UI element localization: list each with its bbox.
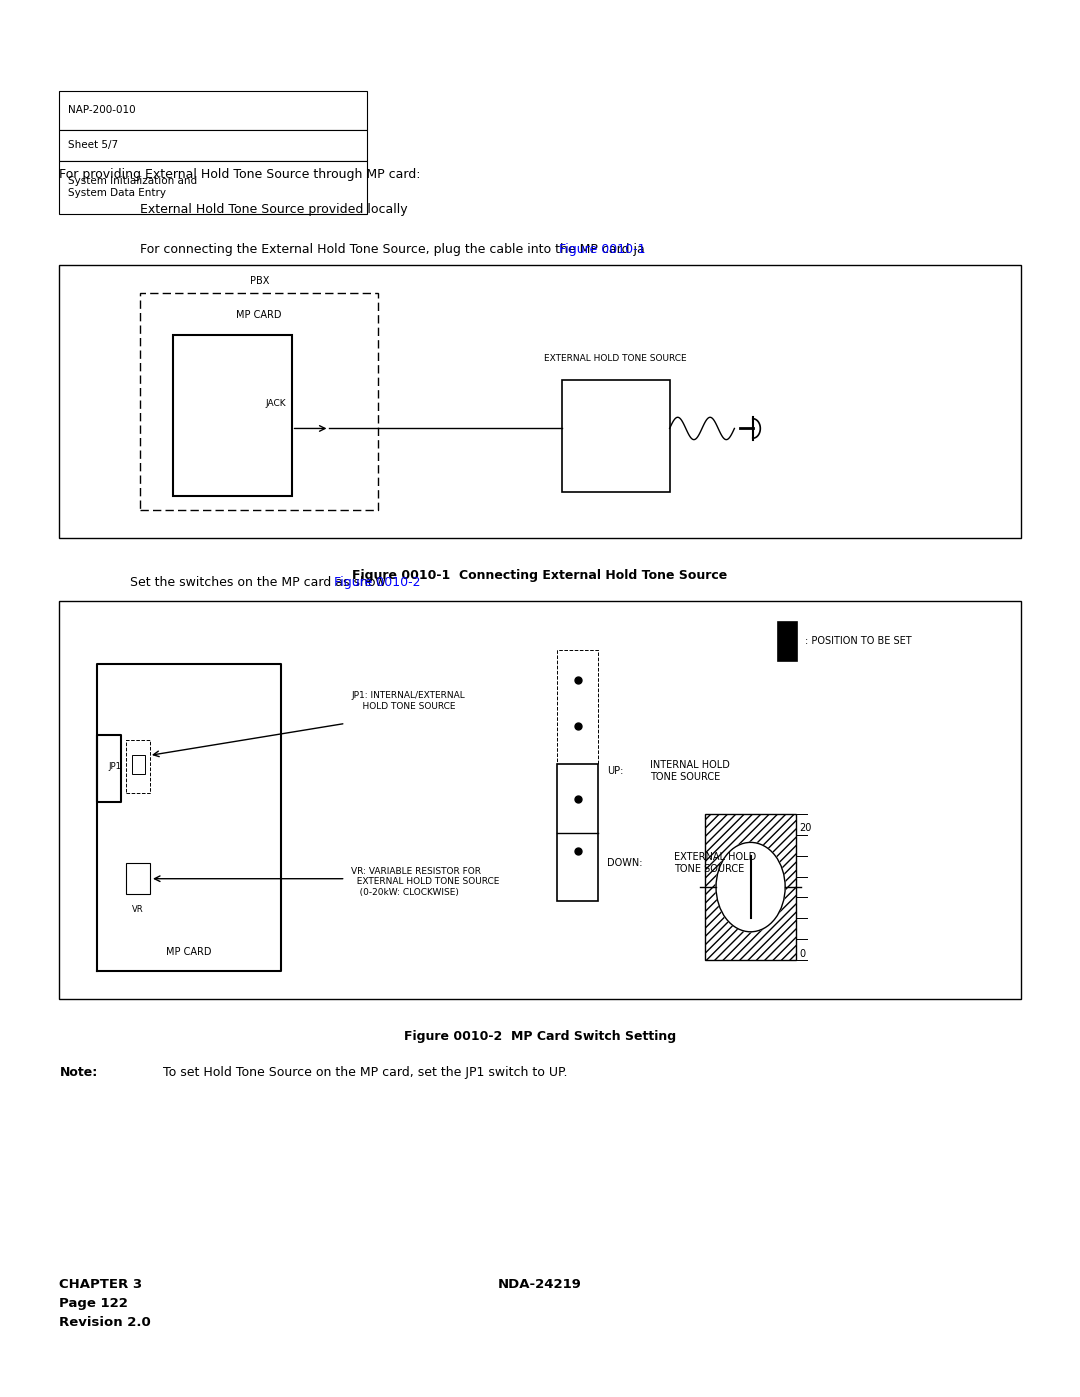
Text: VR: VARIABLE RESISTOR FOR
  EXTERNAL HOLD TONE SOURCE
   (0-20kW: CLOCKWISE): VR: VARIABLE RESISTOR FOR EXTERNAL HOLD … <box>351 868 499 897</box>
Bar <box>59 91 367 130</box>
Bar <box>59 265 1021 538</box>
Text: INTERNAL HOLD
TONE SOURCE: INTERNAL HOLD TONE SOURCE <box>650 760 730 782</box>
Text: NAP-200-010: NAP-200-010 <box>68 105 136 116</box>
Bar <box>562 380 670 492</box>
Text: For connecting the External Hold Tone Source, plug the cable into the MP card ja: For connecting the External Hold Tone So… <box>140 243 645 256</box>
Text: Figure 0010-1: Figure 0010-1 <box>559 243 646 256</box>
Text: Figure 0010-1  Connecting External Hold Tone Source: Figure 0010-1 Connecting External Hold T… <box>352 569 728 581</box>
Bar <box>557 764 598 901</box>
Text: Note:: Note: <box>59 1066 97 1078</box>
Text: VR: VR <box>133 905 144 914</box>
Text: MP CARD: MP CARD <box>237 310 282 320</box>
Bar <box>557 650 598 764</box>
Bar <box>140 293 378 510</box>
Text: System Initialization and
System Data Entry: System Initialization and System Data En… <box>68 176 198 198</box>
Text: Figure 0010-2  MP Card Switch Setting: Figure 0010-2 MP Card Switch Setting <box>404 1030 676 1042</box>
Bar <box>705 814 796 960</box>
Text: DOWN:: DOWN: <box>607 858 643 868</box>
Circle shape <box>716 842 785 932</box>
Text: EXTERNAL HOLD TONE SOURCE: EXTERNAL HOLD TONE SOURCE <box>544 355 687 363</box>
Text: To set Hold Tone Source on the MP card, set the JP1 switch to UP.: To set Hold Tone Source on the MP card, … <box>151 1066 568 1078</box>
Text: Sheet 5/7: Sheet 5/7 <box>68 140 118 151</box>
Text: For providing External Hold Tone Source through MP card:: For providing External Hold Tone Source … <box>59 168 421 180</box>
Bar <box>173 335 292 496</box>
Text: : POSITION TO BE SET: : POSITION TO BE SET <box>805 636 912 647</box>
Text: Figure 0010-2: Figure 0010-2 <box>334 576 420 588</box>
Bar <box>132 754 145 774</box>
Text: MP CARD: MP CARD <box>166 947 212 957</box>
Text: UP:: UP: <box>607 766 623 777</box>
Bar <box>59 130 367 161</box>
Bar <box>59 161 367 214</box>
Text: JP1: INTERNAL/EXTERNAL
    HOLD TONE SOURCE: JP1: INTERNAL/EXTERNAL HOLD TONE SOURCE <box>351 692 464 711</box>
Text: Set the switches on the MP card as show: Set the switches on the MP card as show <box>130 576 386 588</box>
Text: 0: 0 <box>799 949 806 960</box>
Text: PBX: PBX <box>249 277 269 286</box>
Bar <box>59 601 1021 999</box>
Text: EXTERNAL HOLD
TONE SOURCE: EXTERNAL HOLD TONE SOURCE <box>674 852 756 873</box>
Text: CHAPTER 3
Page 122
Revision 2.0: CHAPTER 3 Page 122 Revision 2.0 <box>59 1278 151 1330</box>
Text: NDA-24219: NDA-24219 <box>498 1278 582 1291</box>
Bar <box>126 739 150 792</box>
Text: JACK: JACK <box>266 398 286 408</box>
Bar <box>126 863 150 894</box>
Text: JP1: JP1 <box>108 761 121 771</box>
Bar <box>778 622 797 661</box>
Text: 20: 20 <box>799 823 811 834</box>
Text: External Hold Tone Source provided locally: External Hold Tone Source provided local… <box>140 203 408 215</box>
